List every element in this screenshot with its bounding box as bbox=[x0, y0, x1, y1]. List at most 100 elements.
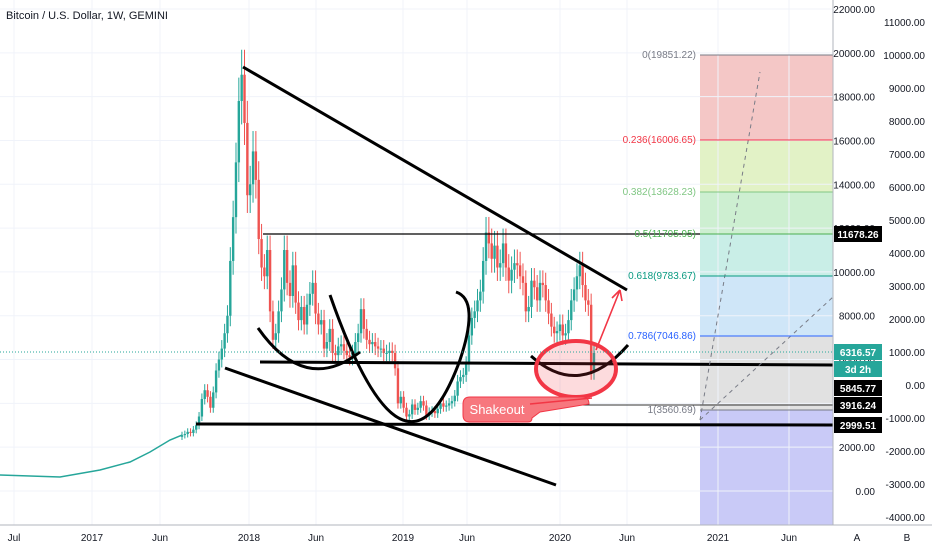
time-tick-label: 2021 bbox=[707, 533, 730, 544]
right-tick-label: 7000.00 bbox=[889, 150, 926, 161]
candle-body bbox=[413, 404, 417, 410]
bounce-arrow bbox=[595, 289, 621, 351]
time-tick-label: 2019 bbox=[392, 533, 415, 544]
right-tick-label: -1000.00 bbox=[886, 414, 926, 425]
candle-body bbox=[300, 306, 303, 321]
candle-body bbox=[450, 401, 454, 404]
candle-body bbox=[345, 350, 348, 356]
price-tag bbox=[834, 417, 882, 433]
candle-body bbox=[499, 263, 502, 268]
candle-body bbox=[339, 344, 343, 347]
left-tick-label: 10000.00 bbox=[833, 268, 875, 279]
candle-body bbox=[231, 217, 235, 261]
candle-body bbox=[271, 311, 275, 340]
candle-body bbox=[285, 250, 289, 283]
candle-body bbox=[561, 324, 564, 336]
candle-body bbox=[496, 245, 499, 268]
candle-body bbox=[382, 348, 385, 353]
shakeout-label: Shakeout bbox=[470, 402, 525, 417]
price-tag-label: 5845.77 bbox=[840, 384, 877, 395]
candle-body bbox=[212, 392, 215, 408]
candle-body bbox=[243, 74, 246, 123]
candle-body bbox=[374, 342, 377, 347]
candle-body bbox=[507, 267, 510, 281]
right-tick-label: 1000.00 bbox=[889, 348, 926, 359]
candle-body bbox=[311, 282, 314, 294]
candle-body bbox=[575, 276, 579, 290]
candle-body bbox=[348, 355, 351, 358]
candle-body bbox=[516, 263, 519, 266]
candle-body bbox=[425, 405, 428, 416]
candle-body bbox=[547, 300, 550, 314]
time-axis[interactable]: Jul 2017 Jun 2018 Jun 2019 Jun 2020 Jun 2021 Jun bbox=[8, 533, 797, 544]
neckline bbox=[259, 360, 834, 367]
time-tick-label: Jun bbox=[781, 533, 797, 544]
candle-body bbox=[183, 434, 187, 436]
candle-body bbox=[322, 320, 326, 349]
fib-band bbox=[700, 140, 833, 192]
candle-body bbox=[405, 407, 408, 417]
dashed-projection-2 bbox=[699, 296, 834, 421]
candle-body bbox=[467, 335, 471, 364]
candle-body bbox=[410, 404, 414, 415]
candle-body bbox=[533, 280, 536, 288]
descending-support-line bbox=[224, 366, 557, 487]
right-tick-label: -2000.00 bbox=[886, 447, 926, 458]
candle-body bbox=[226, 315, 229, 334]
candle-body bbox=[246, 122, 249, 196]
right-tick-label: 5000.00 bbox=[889, 216, 926, 227]
right-tick-label: 0.00 bbox=[906, 381, 926, 392]
fib-retracement-bands bbox=[700, 55, 833, 525]
price-tag-label: 3916.24 bbox=[840, 401, 877, 412]
candle-body bbox=[527, 306, 530, 312]
candle-body bbox=[229, 260, 232, 316]
shakeout-callout[interactable]: Shakeout bbox=[462, 396, 593, 423]
candle-body bbox=[436, 408, 439, 414]
candle-body bbox=[396, 368, 400, 404]
right-tick-label: 4000.00 bbox=[889, 249, 926, 260]
fib-level-label: 0.786(7046.86) bbox=[628, 331, 696, 342]
candle-body bbox=[251, 151, 255, 185]
candle-body bbox=[291, 265, 295, 297]
time-tick-label: Jun bbox=[308, 533, 324, 544]
candlestick-series bbox=[0, 49, 596, 478]
candle-body bbox=[587, 300, 590, 305]
left-tick-label: 22000.00 bbox=[833, 5, 875, 16]
candle-body bbox=[541, 282, 545, 286]
fib-level-label: 0.5(11705.95) bbox=[634, 229, 696, 240]
candle-body bbox=[331, 328, 334, 353]
candle-body bbox=[186, 431, 189, 435]
right-tick-label: -3000.00 bbox=[886, 480, 926, 491]
price-tag bbox=[834, 397, 882, 413]
candle-body bbox=[368, 339, 371, 345]
candle-body bbox=[447, 403, 451, 406]
candle-body bbox=[524, 282, 528, 312]
price-tag-label: 6316.57 bbox=[840, 348, 877, 359]
candle-body bbox=[439, 403, 442, 409]
right-price-axis[interactable]: 11000.00 10000.00 9000.00 8000.00 7000.00 600… bbox=[883, 18, 925, 524]
fib-band bbox=[700, 410, 833, 525]
chart-title: Bitcoin / U.S. Dollar, 1W, GEMINI bbox=[6, 10, 168, 22]
candle-body bbox=[550, 313, 553, 327]
time-tick-label: Jul bbox=[8, 533, 21, 544]
fib-level-label: 0(19851.22) bbox=[642, 50, 696, 61]
candle-body bbox=[189, 431, 192, 433]
candle-body bbox=[581, 265, 584, 286]
axis-toggle-a[interactable]: A bbox=[854, 533, 861, 544]
candle-body bbox=[490, 243, 493, 259]
candle-body bbox=[504, 243, 508, 268]
candle-body bbox=[302, 306, 306, 325]
candle-body bbox=[584, 285, 587, 301]
candle-body bbox=[416, 407, 420, 410]
candle-body bbox=[320, 320, 323, 325]
candle-body bbox=[220, 348, 223, 360]
trend-drawings: Shakeout bbox=[195, 65, 834, 487]
axis-toggle-b[interactable]: B bbox=[904, 533, 911, 544]
candle-body bbox=[553, 326, 556, 334]
candle-body bbox=[337, 346, 340, 356]
fib-band bbox=[700, 234, 833, 276]
time-tick-label: 2018 bbox=[238, 533, 261, 544]
left-tick-label: 14000.00 bbox=[833, 180, 875, 191]
descending-resistance-line bbox=[242, 65, 628, 292]
